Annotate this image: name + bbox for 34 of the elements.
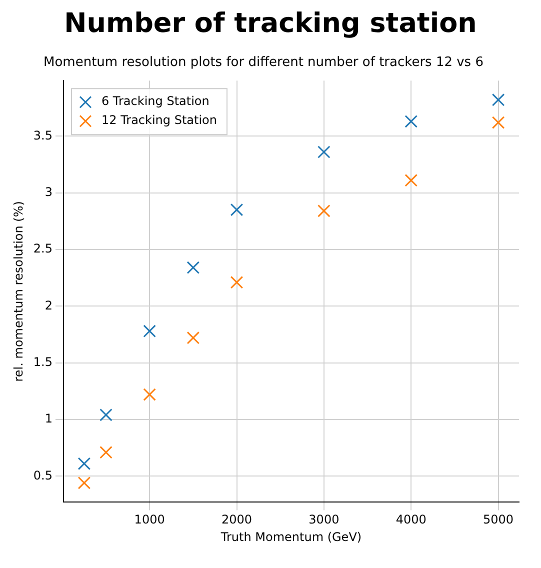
point <box>186 261 200 274</box>
point <box>100 408 112 422</box>
y-tick-label: 3 <box>44 184 52 199</box>
point <box>492 93 505 106</box>
legend-label: 12 Tracking Station <box>101 113 218 128</box>
point <box>186 331 200 344</box>
point <box>100 446 112 459</box>
y-tick-label: 2 <box>44 298 52 312</box>
x-tick-label: 4000 <box>396 512 426 527</box>
point <box>404 114 418 128</box>
chart-subtitle: Momentum resolution plots for different number of trackers 12 vs 6 <box>44 55 484 70</box>
point <box>404 174 418 187</box>
point <box>230 276 244 289</box>
legend-label: 6 Tracking Station <box>101 94 210 108</box>
x-tick-label: 2000 <box>221 512 252 527</box>
point <box>318 146 330 158</box>
x-tick-label: 5000 <box>483 512 514 527</box>
chart-title: Number of tracking station <box>63 8 478 39</box>
y-tick-label: 1 <box>44 412 52 426</box>
point <box>318 204 330 218</box>
point <box>143 324 156 338</box>
point <box>143 388 156 401</box>
point <box>230 203 244 216</box>
point <box>78 457 91 470</box>
point <box>492 116 505 129</box>
x-tick-label: 1000 <box>134 512 165 527</box>
y-tick-label: 0.5 <box>33 468 52 482</box>
y-tick-label: 3.5 <box>33 128 52 142</box>
x-axis-title: Truth Momentum (GeV) <box>220 530 362 544</box>
y-axis-title: rel. momentum resolution (%) <box>11 201 26 382</box>
y-tick-label: 2.5 <box>33 242 52 256</box>
x-tick-label: 3000 <box>308 512 340 527</box>
y-tick-label: 1.5 <box>33 354 52 369</box>
point <box>78 476 91 490</box>
